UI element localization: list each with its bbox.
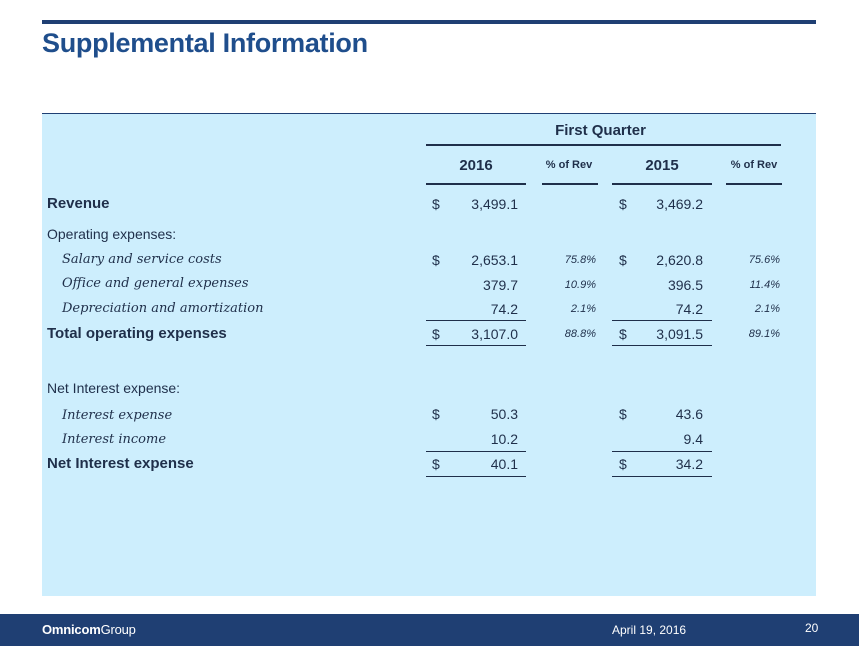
row-label: Office and general expenses bbox=[62, 276, 249, 291]
pct-2015: 2.1% bbox=[754, 303, 780, 315]
row-label: Net Interest expense: bbox=[47, 380, 181, 396]
row-label: Interest expense bbox=[62, 408, 173, 423]
dollar-sign: $ bbox=[619, 252, 627, 268]
pct-2016: 10.9% bbox=[564, 279, 596, 291]
page-title: Supplemental Information bbox=[42, 28, 368, 58]
dollar-sign: $ bbox=[432, 406, 440, 422]
pct-2016: 2.1% bbox=[570, 303, 596, 315]
value-2016: 40.1 bbox=[490, 456, 518, 472]
row-label: Revenue bbox=[47, 195, 110, 212]
rule-pct-2015 bbox=[726, 183, 782, 185]
col-header-pct-2015: % of Rev bbox=[730, 159, 778, 171]
col-header-pct-2016: % of Rev bbox=[545, 159, 593, 171]
value-2015: 3,469.2 bbox=[656, 196, 703, 212]
dollar-sign: $ bbox=[619, 456, 627, 472]
value-2015: 34.2 bbox=[675, 456, 703, 472]
footer-date: April 19, 2016 bbox=[612, 623, 687, 637]
row-label: Net Interest expense bbox=[47, 455, 194, 472]
value-2016: 379.7 bbox=[482, 277, 518, 293]
pct-2016: 88.8% bbox=[564, 328, 596, 340]
value-2015: 9.4 bbox=[683, 431, 703, 447]
col-header-2015: 2015 bbox=[645, 157, 679, 174]
subtotal-rule-2015 bbox=[612, 320, 712, 321]
dollar-sign: $ bbox=[432, 326, 440, 342]
value-2015: 2,620.8 bbox=[656, 252, 703, 268]
rule-pct-2016 bbox=[542, 183, 598, 185]
dollar-sign: $ bbox=[432, 456, 440, 472]
total-rule-2015 bbox=[612, 345, 712, 346]
value-2016: 50.3 bbox=[490, 406, 518, 422]
row-label: Depreciation and amortization bbox=[62, 301, 264, 316]
table-panel bbox=[42, 113, 816, 596]
footer-bar: OmnicomGroup April 19, 2016 20 bbox=[0, 614, 859, 646]
pct-2015: 11.4% bbox=[749, 279, 780, 291]
column-group-header: First Quarter bbox=[555, 122, 646, 139]
total-rule-2015 bbox=[612, 476, 712, 477]
dollar-sign: $ bbox=[619, 326, 627, 342]
value-2015: 396.5 bbox=[667, 277, 703, 293]
value-2015: 3,091.5 bbox=[656, 326, 703, 342]
row-label: Total operating expenses bbox=[47, 325, 227, 342]
value-2016: 2,653.1 bbox=[471, 252, 518, 268]
subtotal-rule-2016 bbox=[426, 451, 526, 452]
total-rule-2016 bbox=[426, 476, 526, 477]
rule-2015 bbox=[612, 183, 712, 185]
pct-2016: 75.8% bbox=[564, 254, 596, 266]
page-number: 20 bbox=[805, 621, 819, 635]
subtotal-rule-2016 bbox=[426, 320, 526, 321]
dollar-sign: $ bbox=[432, 252, 440, 268]
company-logo: OmnicomGroup bbox=[42, 622, 136, 637]
value-2016: 3,499.1 bbox=[471, 196, 518, 212]
row-label: Interest income bbox=[62, 432, 167, 447]
value-2016: 74.2 bbox=[490, 301, 518, 317]
dollar-sign: $ bbox=[432, 196, 440, 212]
row-label: Operating expenses: bbox=[47, 226, 177, 242]
value-2016: 3,107.0 bbox=[471, 326, 518, 342]
pct-2015: 89.1% bbox=[748, 328, 780, 340]
value-2015: 43.6 bbox=[675, 406, 703, 422]
top-rule bbox=[42, 20, 816, 24]
row-label: Salary and service costs bbox=[62, 252, 222, 267]
total-rule-2016 bbox=[426, 345, 526, 346]
value-2015: 74.2 bbox=[675, 301, 703, 317]
pct-2015: 75.6% bbox=[748, 254, 780, 266]
value-2016: 10.2 bbox=[490, 431, 518, 447]
dollar-sign: $ bbox=[619, 196, 627, 212]
subtotal-rule-2015 bbox=[612, 451, 712, 452]
col-header-2016: 2016 bbox=[459, 157, 493, 174]
group-header-rule bbox=[426, 144, 781, 146]
dollar-sign: $ bbox=[619, 406, 627, 422]
rule-2016 bbox=[426, 183, 526, 185]
